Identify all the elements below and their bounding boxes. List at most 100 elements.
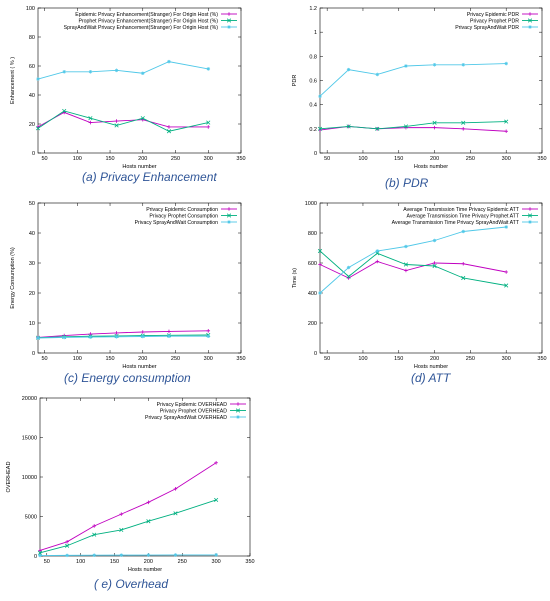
x-tick-label: 150 [394, 156, 403, 162]
y-tick-label: 400 [308, 291, 317, 297]
series-line-3 [37, 61, 209, 80]
legend-label: Prophet Privacy Enhancement(Stranger) Fo… [78, 18, 218, 24]
x-tick-label: 200 [430, 356, 439, 362]
data-point [173, 487, 178, 491]
legend-marker [527, 18, 533, 23]
chart-4: 50 100 150 200 250 300 350 0 200 400 600 800 1000 Hos… [292, 201, 547, 385]
legend-label: Privacy SprayAndWait Consumption [135, 220, 219, 226]
x-tick-label: 50 [324, 156, 330, 162]
y-tick-label: 10 [29, 321, 35, 327]
data-point [114, 119, 119, 123]
x-tick-label: 150 [105, 356, 114, 362]
data-point [62, 335, 66, 340]
data-point [166, 129, 172, 134]
data-point [167, 334, 171, 338]
x-tick-label: 300 [204, 156, 213, 162]
data-point [146, 519, 151, 524]
data-point [346, 265, 351, 270]
legend-label: Privacy Epidemic PDR [467, 12, 519, 18]
data-point [214, 460, 218, 465]
x-tick-label: 150 [110, 559, 119, 565]
legend-label: Privacy SprayAndWait OVERHEAD [145, 415, 227, 421]
data-point [375, 259, 380, 264]
x-axis-label: Hosts number [414, 364, 448, 370]
y-tick-label: 200 [308, 321, 317, 327]
data-point [114, 123, 119, 128]
data-point [432, 238, 437, 243]
data-point [504, 119, 509, 124]
data-point [461, 275, 466, 281]
legend-label: Privacy Prophet PDR [470, 18, 519, 24]
y-tick-label: 0 [32, 151, 35, 157]
data-point [167, 329, 171, 334]
legend-marker [226, 18, 232, 23]
data-point [317, 248, 323, 254]
chart-5: 50 100 150 200 250 300 350 0 5000 10000 15000 20000… [6, 396, 255, 591]
legend-marker [528, 12, 532, 16]
data-point [461, 229, 466, 234]
x-tick-label: 200 [144, 559, 153, 565]
data-point [318, 94, 322, 99]
x-tick-label: 350 [245, 559, 254, 565]
data-point [140, 71, 145, 76]
y-tick-label: 10000 [22, 475, 37, 481]
legend-label: Privacy Epidemic OVERHEAD [157, 402, 228, 408]
x-tick-label: 100 [358, 156, 367, 162]
x-axis-label: Hosts number [128, 567, 162, 573]
data-point [146, 500, 151, 505]
data-point [461, 62, 466, 67]
data-point [167, 59, 171, 64]
x-tick-label: 150 [394, 356, 403, 362]
y-tick-label: 20 [29, 291, 35, 297]
data-point [504, 61, 508, 66]
y-tick-label: 800 [308, 231, 317, 237]
data-point [119, 527, 124, 533]
data-point [35, 126, 41, 131]
legend-marker [227, 220, 231, 224]
plot-frame [37, 202, 242, 354]
data-point [403, 262, 409, 267]
data-point [432, 120, 437, 125]
data-point [318, 291, 322, 295]
chart-caption: (a) Privacy Enhancement [82, 170, 217, 184]
legend-label: Privacy Prophet OVERHEAD [160, 408, 227, 414]
x-tick-label: 250 [178, 559, 187, 565]
x-tick-label: 300 [502, 156, 511, 162]
legend-label: Average Transmission Time Privacy Epidem… [403, 207, 520, 213]
x-tick-label: 200 [138, 356, 147, 362]
legend-marker [227, 207, 231, 211]
x-tick-label: 350 [236, 356, 245, 362]
data-point [36, 77, 40, 81]
series-line-3 [319, 226, 507, 294]
x-tick-label: 200 [430, 156, 439, 162]
y-tick-label: 0.4 [309, 103, 317, 109]
y-tick-label: 50 [29, 201, 35, 207]
data-point [432, 62, 437, 67]
data-point [88, 120, 93, 125]
y-tick-label: 1 [314, 30, 317, 36]
y-axis-label: PDR [292, 75, 298, 87]
y-axis-label: OVERHEAD [6, 462, 12, 493]
data-point [461, 261, 466, 266]
data-point [346, 124, 351, 129]
data-point [214, 497, 219, 502]
data-point [375, 126, 380, 131]
y-tick-label: 600 [308, 261, 317, 267]
data-point [432, 263, 437, 269]
x-tick-label: 350 [537, 156, 546, 162]
x-tick-label: 50 [324, 356, 330, 362]
legend-marker [227, 25, 231, 29]
data-point [92, 532, 97, 537]
data-point [461, 120, 466, 125]
legend-marker [226, 213, 232, 218]
data-point [62, 70, 66, 74]
data-point [206, 120, 211, 125]
data-point [504, 270, 508, 274]
data-point [140, 334, 145, 339]
plot-frame [39, 397, 251, 557]
data-point [375, 249, 380, 253]
legend-marker [528, 25, 532, 29]
x-axis-label: Hosts number [414, 164, 448, 170]
y-tick-label: 0 [34, 554, 37, 560]
